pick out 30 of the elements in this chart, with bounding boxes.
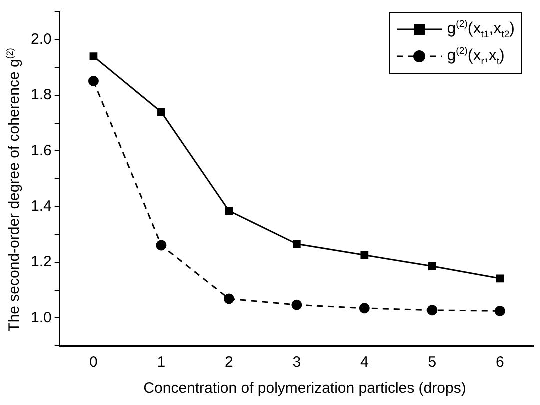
x-tick-label: 6: [496, 354, 504, 372]
legend-label: g$^{(2)}$(x$_{r}$,x$_{t}$): [447, 46, 505, 68]
y-tick-label: 2.0: [30, 30, 52, 48]
legend-label: g$^{(2)}$(x$_{t1}$,x$_{t2}$): [447, 18, 515, 40]
point: [496, 274, 504, 283]
point: [427, 305, 438, 316]
point: [225, 207, 234, 215]
x-tick-label: 3: [292, 354, 302, 372]
point: [224, 294, 234, 304]
point: [428, 262, 436, 270]
point: [88, 76, 99, 87]
y-tick-label: 1.0: [30, 309, 52, 326]
point: [156, 240, 167, 251]
point: [292, 300, 302, 310]
x-tick-label: 1: [157, 354, 166, 372]
y-tick-label: 1.6: [30, 142, 52, 160]
point: [158, 108, 166, 116]
point: [494, 306, 506, 316]
x-tick-label: 0: [90, 354, 98, 372]
y-tick-label: 1.4: [30, 198, 52, 215]
point: [359, 303, 370, 314]
point: [90, 52, 98, 60]
point: [360, 251, 369, 260]
point: [292, 240, 301, 248]
x-axis-title: Concentration of polymerization particles (drops): [142, 380, 468, 397]
x-tick-label: 5: [428, 354, 437, 372]
x-tick-label: 2: [225, 354, 234, 372]
y-tick-label: 1.2: [30, 254, 52, 271]
y-tick-label: 1.8: [30, 86, 52, 104]
x-tick-label: 4: [360, 354, 369, 372]
